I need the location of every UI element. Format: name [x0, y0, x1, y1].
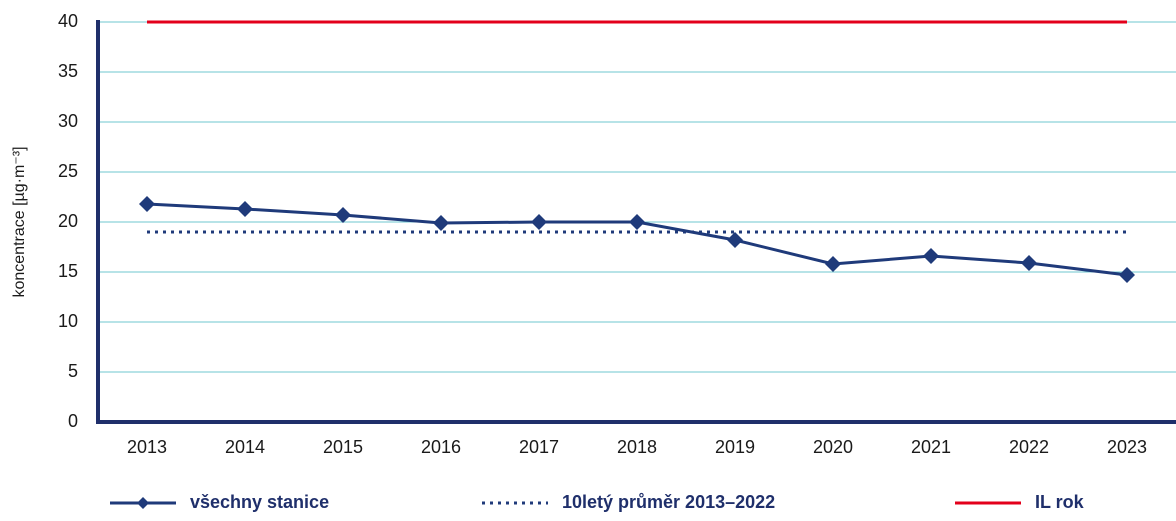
point-marker: [1119, 267, 1135, 283]
y-tick-label: 5: [68, 361, 78, 381]
point-marker: [1021, 255, 1037, 271]
y-tick-label: 20: [58, 211, 78, 231]
y-tick-label: 15: [58, 261, 78, 281]
point-marker: [433, 215, 449, 231]
point-marker: [531, 214, 547, 230]
point-marker: [923, 248, 939, 264]
x-tick-label: 2016: [421, 437, 461, 457]
y-tick-label: 10: [58, 311, 78, 331]
point-marker: [335, 207, 351, 223]
y-tick-label: 30: [58, 111, 78, 131]
point-marker: [237, 201, 253, 217]
x-tick-label: 2013: [127, 437, 167, 457]
y-axis-label: koncentrace [µg·m⁻³]: [11, 146, 28, 297]
x-tick-label: 2020: [813, 437, 853, 457]
x-tick-label: 2017: [519, 437, 559, 457]
x-tick-label: 2019: [715, 437, 755, 457]
y-tick-label: 35: [58, 61, 78, 81]
point-marker: [629, 214, 645, 230]
legend-text: 10letý průměr 2013–2022: [562, 492, 775, 512]
y-tick-label: 40: [58, 11, 78, 31]
legend-text: IL rok: [1035, 492, 1085, 512]
y-tick-label: 0: [68, 411, 78, 431]
point-marker: [139, 196, 155, 212]
point-marker: [727, 232, 743, 248]
legend-marker: [137, 497, 149, 509]
x-tick-label: 2023: [1107, 437, 1147, 457]
x-tick-label: 2022: [1009, 437, 1049, 457]
point-marker: [825, 256, 841, 272]
legend-text: všechny stanice: [190, 492, 329, 512]
x-tick-label: 2014: [225, 437, 265, 457]
x-tick-label: 2015: [323, 437, 363, 457]
x-tick-label: 2021: [911, 437, 951, 457]
y-tick-label: 25: [58, 161, 78, 181]
x-tick-label: 2018: [617, 437, 657, 457]
